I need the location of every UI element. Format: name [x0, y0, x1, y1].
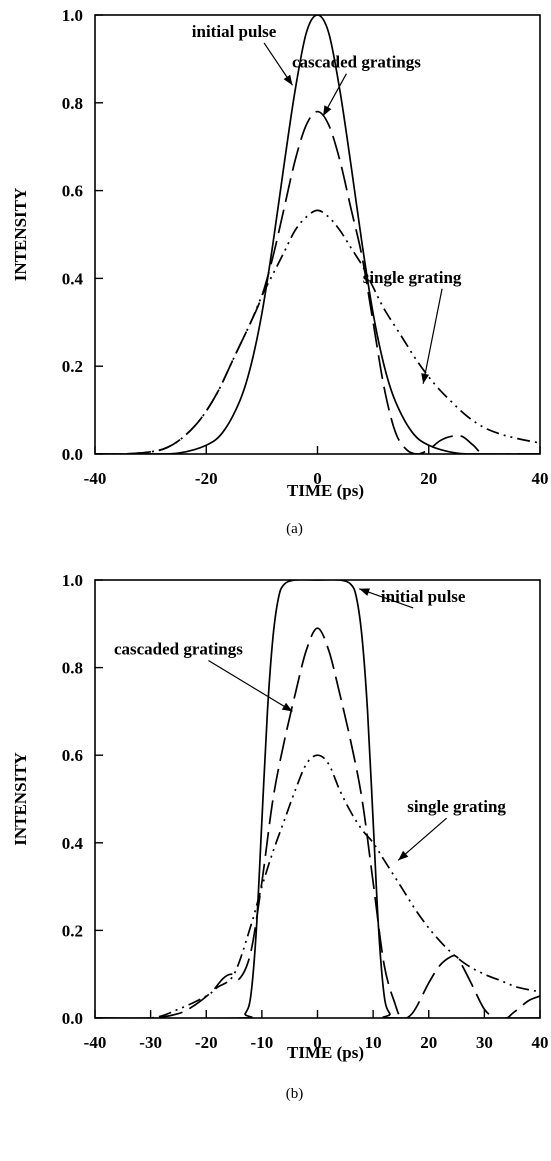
annotation-arrowhead: [323, 105, 332, 116]
annotation-arrowhead: [398, 850, 409, 861]
annotation-label: initial pulse: [381, 587, 466, 606]
annotation-arrow-line: [422, 288, 443, 384]
panel-caption: (b): [286, 1086, 304, 1102]
annotation-arrowhead: [283, 74, 293, 86]
chart-panel-b: -40 -30 -20 -10 0 10 20 30 40 0.0 0.2 0.4 0.6 0.8 1.0 T…: [11, 571, 549, 1102]
y-tick-label: 0.6: [62, 746, 83, 765]
annotation-label: initial pulse: [192, 22, 277, 41]
y-tick-label: 1.0: [62, 571, 83, 590]
y-tick-label: 0.6: [62, 182, 83, 201]
panel-caption: (a): [286, 521, 303, 537]
y-axis-label: INTENSITY: [11, 752, 30, 846]
series-line-solid: [95, 15, 540, 454]
annotation-arrow-line: [208, 659, 293, 712]
y-tick-label: 0.8: [62, 94, 83, 113]
annotation-label: cascaded gratings: [292, 53, 421, 72]
series-line-dashed: [95, 627, 540, 1018]
plot-frame: [94, 14, 541, 455]
annotation-label: cascaded gratings: [114, 639, 243, 658]
annotation-label: single grating: [407, 797, 506, 816]
x-tick-label: 40: [532, 469, 549, 488]
x-tick-label: 10: [365, 1033, 382, 1052]
y-tick-label: 0.0: [62, 445, 83, 464]
annotation-arrowhead: [421, 373, 430, 384]
series-line-dash-dot-dot: [95, 209, 540, 454]
x-tick-label: 20: [420, 1033, 437, 1052]
y-tick-label: 0.2: [62, 921, 83, 940]
x-tick-label: 30: [476, 1033, 493, 1052]
chart-panel-a: -40 -20 0 20 40 0.0 0.2 0.4 0.6 0.8 1.0 TIME (ps) IN…: [11, 6, 549, 537]
y-tick-label: 0.0: [62, 1009, 83, 1028]
annotation-arrow-line: [397, 817, 447, 861]
annotation-arrowhead: [281, 702, 293, 712]
y-tick-label: 0.4: [62, 269, 84, 288]
x-tick-label: -10: [251, 1033, 274, 1052]
x-tick-label: 20: [420, 469, 437, 488]
x-tick-label: 0: [313, 469, 322, 488]
x-tick-label: -40: [84, 469, 107, 488]
annotation-label: single grating: [363, 268, 462, 287]
x-axis-label: TIME (ps): [287, 481, 364, 500]
y-axis-label: INTENSITY: [11, 188, 30, 282]
x-tick-label: -20: [195, 1033, 218, 1052]
x-tick-label: -20: [195, 469, 218, 488]
x-tick-label: -30: [139, 1033, 162, 1052]
series-line-solid: [95, 580, 540, 1018]
series-line-dash-dot-dot: [95, 754, 540, 1018]
y-tick-label: 0.4: [62, 834, 84, 853]
x-tick-label: -40: [84, 1033, 107, 1052]
series-line-dashed: [95, 110, 540, 454]
x-tick-label: 40: [532, 1033, 549, 1052]
x-axis-label: TIME (ps): [287, 1043, 364, 1062]
x-tick-label: 0: [313, 1033, 322, 1052]
y-tick-label: 0.2: [62, 357, 83, 376]
y-tick-label: 0.8: [62, 659, 83, 678]
y-tick-label: 1.0: [62, 6, 83, 25]
annotation-arrowhead: [359, 588, 370, 596]
